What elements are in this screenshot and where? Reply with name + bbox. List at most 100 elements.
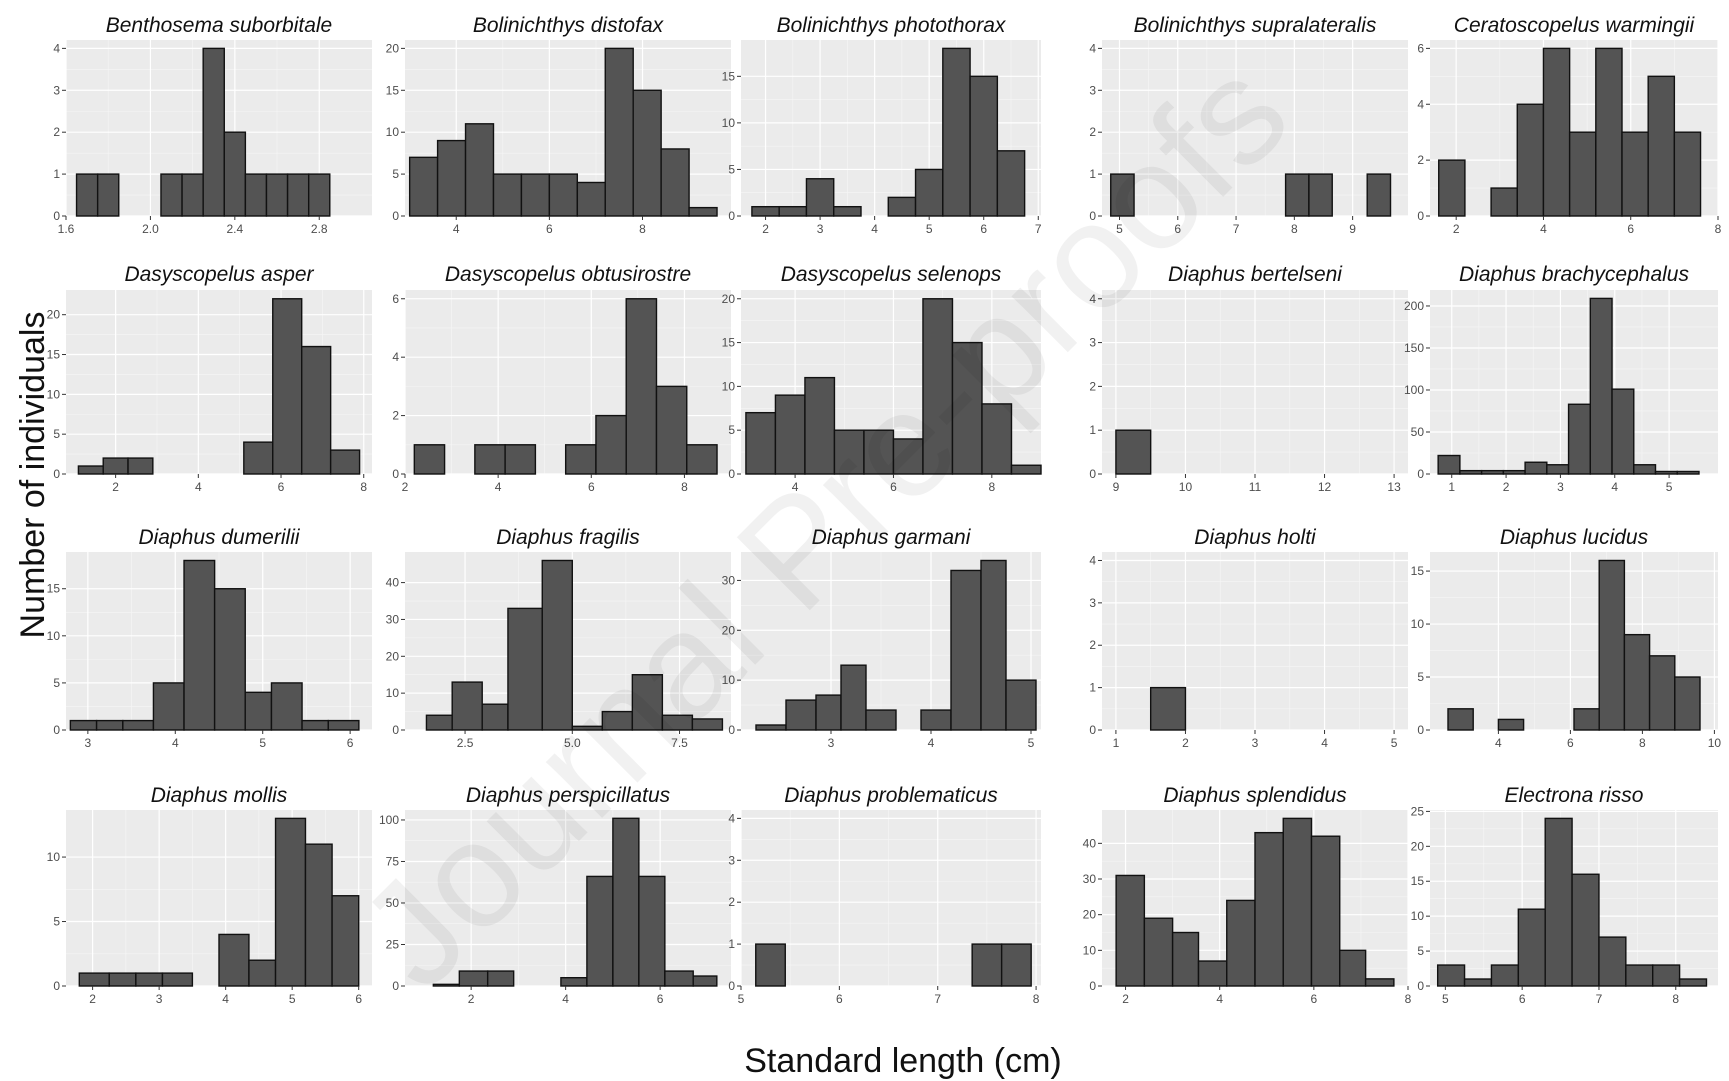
y-tick-label: 20 (386, 41, 400, 55)
y-tick-label: 20 (722, 292, 736, 306)
x-tick-label: 2 (112, 480, 119, 494)
histogram-bar (1567, 403, 1592, 475)
x-tick-label: 7 (1233, 222, 1240, 236)
y-tick-label: 15 (47, 348, 61, 362)
y-tick-label: 0 (1089, 467, 1096, 481)
x-tick-label: 4 (1321, 736, 1328, 750)
histogram-bar (1652, 964, 1681, 987)
y-tick-label: 5 (53, 427, 60, 441)
histogram-bar (183, 559, 216, 731)
x-tick-label: 6 (980, 222, 987, 236)
histogram-bar (920, 709, 952, 731)
x-axis-title: Standard length (cm) (744, 1042, 1062, 1080)
histogram-bar (655, 385, 688, 475)
y-tick-label: 30 (1083, 872, 1097, 886)
x-tick-label: 5 (926, 222, 933, 236)
histogram-bar (805, 178, 835, 217)
y-tick-label: 0 (1089, 209, 1096, 223)
histogram-bar (1110, 173, 1135, 217)
histogram-bar (942, 47, 971, 217)
histogram-bar (840, 664, 867, 731)
x-tick-label: 4 (871, 222, 878, 236)
x-tick-label: 6 (546, 222, 553, 236)
panel-title: Dasyscopelus asper (124, 263, 314, 286)
histogram-bar (1149, 686, 1187, 731)
histogram-bar (1447, 708, 1474, 731)
histogram-bar (160, 173, 183, 217)
histogram-bar (1595, 47, 1623, 217)
histogram-bar (1436, 964, 1466, 987)
histogram-bar (1544, 817, 1573, 987)
x-tick-label: 6 (1174, 222, 1181, 236)
histogram-bar (892, 438, 924, 475)
panel-title: Diaphus fragilis (496, 526, 640, 549)
x-tick-label: 3 (156, 992, 163, 1006)
y-tick-label: 10 (386, 125, 400, 139)
histogram-bar (1678, 978, 1708, 987)
histogram-bar (950, 569, 982, 731)
y-tick-label: 10 (722, 673, 736, 687)
y-tick-label: 5 (392, 167, 399, 181)
histogram-panel: 2 4 6 8 0 5 10 15 20 Dasyscopelus asper (47, 263, 372, 494)
x-tick-label: 2 (1122, 992, 1129, 1006)
y-tick-label: 4 (728, 811, 735, 825)
histogram-bar (981, 403, 1013, 475)
x-tick-label: 6 (588, 480, 595, 494)
histogram-bar (301, 345, 332, 475)
y-tick-label: 0 (1089, 723, 1096, 737)
x-tick-label: 5 (289, 992, 296, 1006)
x-tick-label: 2 (1453, 222, 1460, 236)
panel-title: Diaphus dumerilii (138, 526, 300, 549)
y-tick-label: 15 (722, 336, 736, 350)
histogram-bar (464, 123, 495, 217)
histogram-bar (286, 173, 310, 217)
y-tick-label: 2 (1089, 125, 1096, 139)
x-tick-label: 4 (1216, 992, 1223, 1006)
histogram-bar (1573, 708, 1600, 731)
histogram-bar (914, 168, 944, 217)
y-tick-label: 25 (386, 937, 400, 951)
histogram-bar (451, 681, 483, 731)
histogram-bar (1438, 159, 1466, 217)
histogram-bar (1673, 131, 1702, 217)
histogram-bar (77, 465, 104, 475)
x-tick-label: 1 (1113, 736, 1120, 750)
histogram-bar (1542, 47, 1571, 217)
x-tick-label: 4 (222, 992, 229, 1006)
y-tick-label: 75 (386, 854, 400, 868)
histogram-bar (833, 205, 862, 217)
histogram-bar (272, 298, 303, 475)
x-tick-label: 3 (1252, 736, 1259, 750)
panel-title: Diaphus mollis (151, 784, 288, 807)
histogram-bar (686, 444, 718, 475)
y-tick-label: 1 (1089, 167, 1096, 181)
y-tick-label: 20 (1083, 908, 1097, 922)
x-tick-label: 12 (1318, 480, 1332, 494)
histogram-bar (1633, 464, 1657, 475)
y-tick-label: 4 (1417, 97, 1424, 111)
y-tick-label: 4 (53, 41, 60, 55)
x-tick-label: 7.5 (671, 736, 688, 750)
histogram-panel: 4 6 8 0 5 10 15 20 Dasyscopelus selenops (722, 263, 1042, 494)
x-tick-label: 5 (1028, 736, 1035, 750)
histogram-bar (1546, 464, 1570, 475)
histogram-bar (331, 895, 360, 987)
y-tick-label: 4 (392, 350, 399, 364)
histogram-bar (785, 699, 817, 731)
panel-title: Diaphus problematicus (784, 784, 998, 807)
y-tick-label: 20 (1411, 839, 1425, 853)
histogram-bar (774, 394, 806, 475)
x-tick-label: 9 (1349, 222, 1356, 236)
histogram-bar (504, 444, 537, 475)
x-tick-label: 5 (259, 736, 266, 750)
histogram-bar (625, 298, 658, 475)
histogram-bar (778, 205, 808, 217)
y-tick-label: 1 (53, 167, 60, 181)
histogram-bar (1463, 978, 1493, 987)
panel-title: Benthosema suborbitale (106, 14, 332, 37)
y-tick-label: 10 (47, 850, 61, 864)
x-tick-label: 1.6 (58, 222, 75, 236)
x-tick-label: 2.4 (226, 222, 243, 236)
histogram-bar (660, 148, 690, 217)
